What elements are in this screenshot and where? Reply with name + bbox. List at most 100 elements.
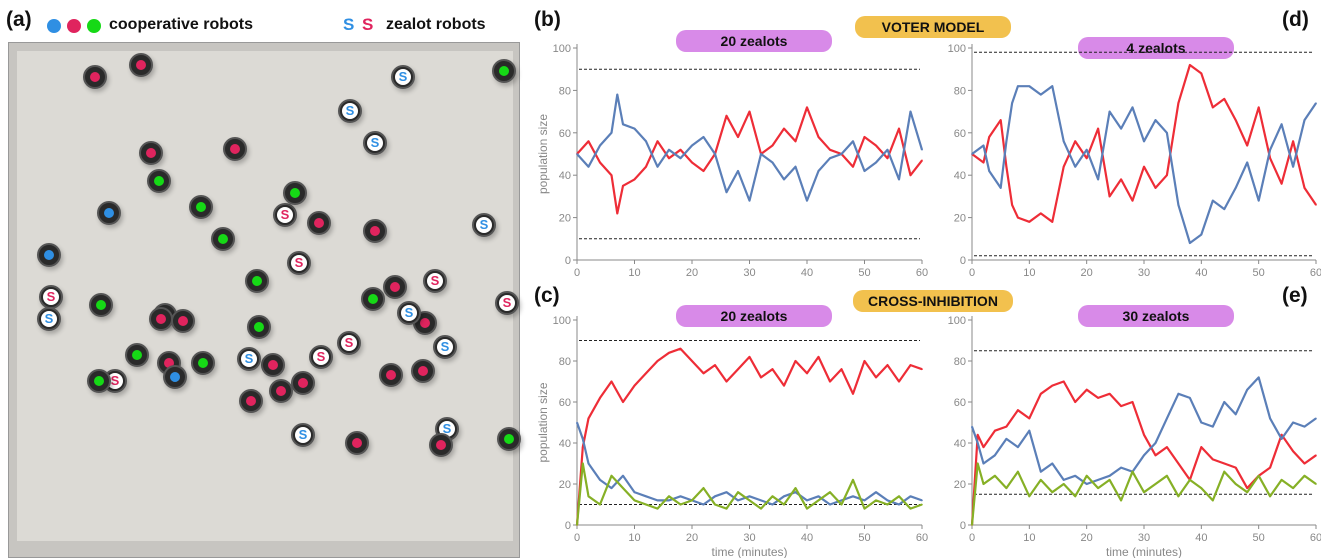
y-tick-label: 20 — [954, 213, 966, 225]
blue-data-point — [1017, 85, 1019, 87]
red-data-point — [1062, 380, 1065, 383]
green-data-point — [1234, 483, 1237, 485]
y-tick-label: 60 — [954, 397, 966, 409]
cooperative-robot — [97, 201, 121, 225]
y-tick-label: 40 — [954, 170, 966, 182]
blue-data-point — [1120, 466, 1122, 469]
red-data-point — [794, 140, 797, 143]
green-data-point — [994, 475, 996, 477]
green-data-point — [679, 503, 682, 506]
blue-data-point — [1108, 110, 1111, 113]
blue-data-point — [1154, 119, 1157, 121]
x-tick-label: 60 — [916, 532, 928, 544]
red-data-point — [783, 127, 785, 130]
red-data-point — [1257, 106, 1260, 109]
green-data-point — [1303, 475, 1306, 477]
red-data-point — [1011, 204, 1013, 206]
blue-data-point — [725, 491, 728, 494]
red-data-point — [702, 170, 705, 172]
zealot-robots-label: zealot robots — [386, 16, 486, 33]
blue-data-point — [1074, 475, 1076, 477]
blue-data-point — [1269, 417, 1271, 420]
red-data-point — [982, 446, 985, 448]
blue-data-point — [1292, 165, 1294, 168]
cooperative-robot — [239, 389, 263, 413]
red-data-point — [725, 380, 728, 383]
blue-data-point — [1200, 233, 1203, 236]
red-data-point — [599, 397, 601, 399]
green-data-point — [1051, 491, 1054, 494]
green-data-point — [1200, 487, 1203, 489]
cooperative-robot — [37, 243, 61, 267]
blue-data-point — [1280, 438, 1283, 440]
green-data-point — [691, 499, 693, 502]
blue-data-point — [645, 495, 647, 498]
red-data-point — [616, 212, 619, 215]
red-data-point — [817, 136, 820, 138]
blue-data-point — [679, 495, 682, 498]
red-data-point — [622, 401, 624, 403]
blue-data-point — [852, 140, 854, 143]
red-data-point — [1154, 187, 1157, 189]
cooperative-robot — [87, 369, 111, 393]
blue-data-point — [725, 191, 728, 193]
x-tick-label: 30 — [743, 532, 755, 544]
red-data-point — [668, 352, 670, 354]
blue-data-point — [863, 499, 866, 502]
blue-data-point — [1315, 102, 1317, 104]
blue-data-point — [1212, 199, 1214, 202]
red-data-point — [909, 174, 912, 176]
red-data-point — [633, 178, 636, 181]
red-data-point — [1246, 487, 1248, 489]
robot-led — [386, 370, 396, 380]
green-data-point — [863, 507, 866, 510]
cooperative-robot — [245, 269, 269, 293]
robot-led — [390, 282, 400, 292]
robot-led — [298, 378, 308, 388]
zealot-robot: S — [472, 213, 496, 237]
blue-data-point — [576, 153, 578, 155]
red-data-point — [668, 157, 670, 160]
red-data-point — [1212, 106, 1214, 109]
red-data-point — [1017, 216, 1019, 219]
blue-data-point — [982, 462, 985, 465]
blue-data-point — [840, 499, 843, 502]
x-tick-label: 50 — [1253, 267, 1265, 279]
zealot-robot: S — [237, 347, 261, 371]
green-data-point — [783, 503, 785, 506]
red-data-point — [982, 161, 985, 164]
red-data-point — [898, 127, 900, 130]
zealot-robot: S — [337, 331, 361, 355]
blue-data-point — [999, 187, 1002, 189]
blue-data-point — [875, 161, 877, 164]
red-data-point — [1085, 157, 1088, 160]
green-data-point — [668, 495, 670, 498]
zealot-robot: S — [423, 269, 447, 293]
blue-data-point — [1074, 165, 1076, 168]
blue-data-point — [1005, 438, 1008, 440]
blue-data-point — [1143, 454, 1145, 457]
x-tick-label: 30 — [743, 267, 755, 279]
robot-led — [246, 396, 256, 406]
red-data-point — [988, 136, 990, 138]
y-tick-label: 60 — [559, 128, 571, 140]
red-data-point — [760, 376, 762, 379]
y-tick-label: 20 — [954, 479, 966, 491]
red-data-point — [1303, 462, 1306, 465]
blue-data-point — [599, 144, 601, 147]
green-data-point — [1212, 499, 1214, 502]
blue-data-point — [1315, 417, 1317, 420]
green-data-point — [982, 483, 985, 485]
blue-data-point — [1189, 242, 1191, 244]
y-tick-label: 0 — [565, 255, 571, 267]
x-tick-label: 50 — [858, 267, 870, 279]
cooperative-robot — [211, 227, 235, 251]
green-data-point — [633, 499, 636, 502]
panel-label-c: (c) — [534, 284, 560, 307]
green-data-point — [1074, 495, 1076, 498]
chart-c-title: 20 zealots — [676, 305, 832, 327]
blue-data-point — [909, 495, 912, 498]
green-data-point — [886, 503, 889, 506]
blue-data-point — [921, 499, 923, 502]
